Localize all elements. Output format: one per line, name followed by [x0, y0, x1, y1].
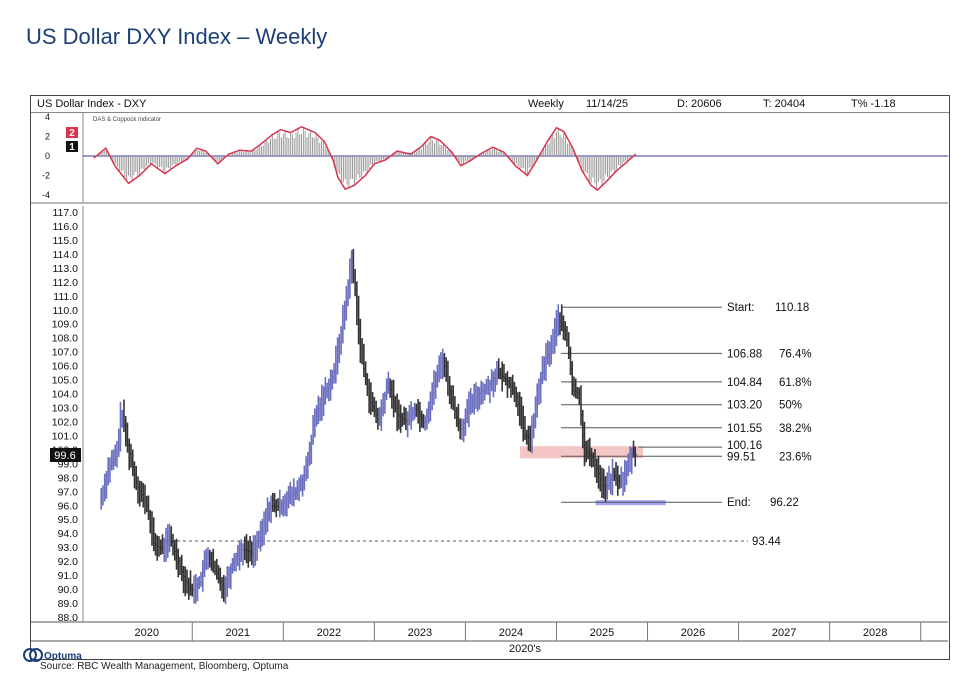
indicator-badge-label: 1	[69, 142, 75, 153]
price-tick-label: 95.0	[58, 514, 79, 526]
indicator-tick-label: -2	[42, 171, 50, 181]
slide-title: US Dollar DXY Index – Weekly	[26, 24, 328, 49]
indicator-badge-bg	[66, 127, 78, 138]
price-tick-label: 104.0	[52, 389, 78, 401]
support-dashed-label: 93.44	[752, 536, 781, 548]
price-tick-label: 112.0	[53, 277, 79, 289]
x-tick-label: 2021	[226, 627, 250, 639]
price-tick-label: 115.0	[53, 235, 79, 247]
resistance-value-label: 100.16	[727, 440, 762, 452]
fib-level-value: 104.84	[727, 377, 763, 389]
x-axis-title: 2020's	[509, 643, 542, 655]
fib-level-pct: 50%	[779, 400, 802, 412]
fib-level-value: 103.20	[727, 400, 762, 412]
indicator-tick-label: 0	[45, 151, 50, 161]
indicator-tick-label: -4	[42, 190, 50, 200]
price-tick-label: 89.0	[58, 598, 79, 610]
price-tick-label: 92.0	[58, 556, 79, 568]
fib-level-value: 106.88	[727, 348, 762, 360]
x-tick-label: 2023	[408, 627, 432, 639]
price-tick-label: 111.0	[53, 291, 78, 303]
x-tick-label: 2024	[499, 627, 523, 639]
coppock-line	[93, 125, 637, 192]
x-tick-label: 2020	[134, 627, 158, 639]
price-tick-label: 105.0	[52, 375, 78, 387]
x-tick-label: 2022	[317, 627, 341, 639]
price-tick-label: 93.0	[58, 542, 79, 554]
fib-level-pct: 61.8%	[779, 377, 812, 389]
fib-level-pct: 23.6%	[779, 451, 812, 463]
tpct-value: T% -1.18	[851, 98, 896, 110]
price-tick-label: 106.0	[52, 361, 78, 373]
price-tick-label: 91.0	[58, 570, 79, 582]
chart-header: US Dollar Index - DXY Weekly 11/14/25 D:…	[31, 96, 949, 113]
x-tick-label: 2027	[772, 627, 796, 639]
price-tick-label: 98.0	[58, 472, 79, 484]
price-tick-label: 107.0	[52, 347, 78, 359]
indicator-tick-label: 2	[45, 132, 50, 142]
fib-start-value: 110.18	[775, 302, 809, 314]
optuma-logo: Optuma	[22, 645, 142, 665]
date-label: 11/14/25	[586, 98, 629, 110]
resistance-zone	[520, 446, 643, 459]
fib-level-pct: 38.2%	[779, 423, 812, 435]
fib-level-value: 99.51	[727, 451, 756, 463]
source-note: Source: RBC Wealth Management, Bloomberg…	[40, 661, 289, 672]
price-tick-label: 94.0	[58, 528, 79, 540]
last-value-bg	[50, 448, 81, 462]
fib-level-value: 101.55	[727, 423, 762, 435]
price-tick-label: 116.0	[53, 221, 79, 233]
price-tick-label: 110.0	[53, 305, 79, 317]
price-tick-label: 102.0	[52, 416, 78, 428]
last-value-label: 99.6	[54, 450, 75, 462]
price-tick-label: 96.0	[58, 500, 79, 512]
x-tick-label: 2026	[681, 627, 705, 639]
x-tick-label: 2028	[863, 627, 887, 639]
price-tick-label: 97.0	[58, 486, 79, 498]
fib-end-label: End:	[727, 497, 751, 509]
indicator-badge-bg	[66, 141, 78, 152]
x-axis: 2020 2021 2022 2023 2024 2025 2026 2027 2028 2020…	[31, 621, 948, 655]
price-tick-label: 117.0	[53, 207, 79, 219]
price-tick-label: 108.0	[52, 333, 78, 345]
x-tick-label: 2025	[590, 627, 614, 639]
fib-end-value: 96.22	[770, 497, 799, 509]
chart-frame: US Dollar Index - DXY Weekly 11/14/25 D:…	[30, 95, 950, 660]
fib-level-pct: 76.4%	[779, 348, 812, 360]
price-tick-label: 114.0	[53, 249, 79, 261]
t-value: T: 20404	[763, 98, 806, 110]
optuma-logo-icon: Optuma	[23, 648, 82, 662]
indicator-name: DAS & Coppock Indicator	[93, 117, 161, 123]
price-tick-label: 90.0	[58, 584, 79, 596]
instrument-name: US Dollar Index - DXY	[37, 98, 147, 110]
d-value: D: 20606	[677, 98, 722, 110]
logo-text: Optuma	[44, 651, 82, 662]
price-tick-label: 103.0	[52, 403, 78, 415]
price-tick-label: 113.0	[53, 263, 79, 275]
price-tick-label: 88.0	[58, 612, 79, 624]
indicator-panel: 4 2 0 -2 -4 DAS & Coppock Indicator 2 1	[31, 112, 948, 204]
fib-start-label: Start:	[727, 302, 754, 314]
price-tick-label: 101.0	[52, 430, 78, 442]
period-label: Weekly	[528, 98, 564, 110]
price-tick-label: 109.0	[52, 319, 78, 331]
indicator-tick-label: 4	[45, 112, 50, 122]
price-panel: 88.0 89.0 90.0 91.0 92.0 93.0 94.0 95.0 96.0 97.0…	[50, 206, 812, 624]
indicator-badge-label: 2	[69, 128, 75, 139]
